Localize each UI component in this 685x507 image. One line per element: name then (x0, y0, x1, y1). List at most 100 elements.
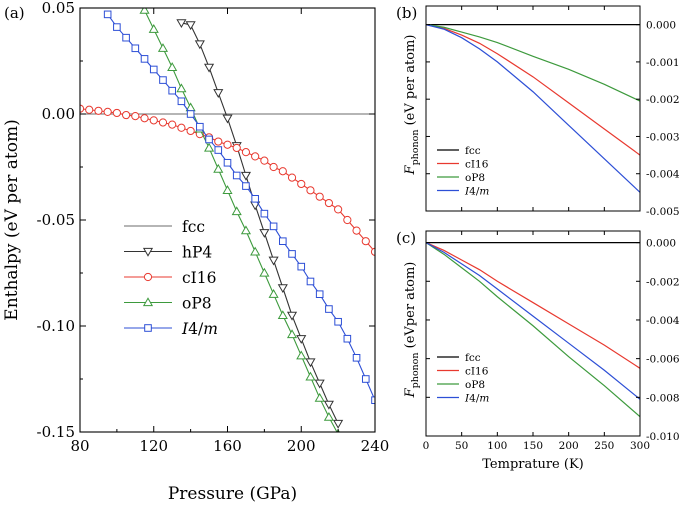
x-tick-label: 160 (213, 437, 242, 455)
point-I4m (269, 222, 278, 231)
x-axis-label: Pressure (GPa) (168, 484, 297, 504)
legend-label-cI16: cI16 (182, 269, 217, 287)
point-oP8 (176, 83, 187, 93)
panel-label: (c) (396, 229, 416, 247)
point-hP4 (259, 229, 270, 238)
y-tick-label: -0.008 (646, 392, 680, 404)
line-cI16 (425, 242, 641, 369)
point-cI16 (260, 156, 269, 165)
series-cI16-a (80, 104, 375, 256)
point-oP8 (286, 329, 298, 339)
point-cI16 (324, 198, 334, 208)
point-I4m (168, 86, 176, 95)
legend-label-cI16: cI16 (465, 366, 489, 378)
point-I4m (242, 182, 250, 190)
point-I4m (251, 195, 259, 203)
point-oP8 (305, 371, 316, 381)
y-tick-label: 0.000 (646, 238, 676, 250)
y-tick-label: -0.003 (646, 131, 680, 143)
point-I4m (306, 277, 315, 286)
series-oP8-a (139, 8, 340, 432)
point-cI16 (103, 107, 112, 116)
point-I4m (186, 110, 195, 118)
point-cI16 (278, 167, 287, 176)
point-I4m (214, 146, 223, 154)
point-I4m (159, 76, 167, 84)
point-cI16 (131, 112, 140, 121)
panel-a: (a) 80 120 160 200 240 0.05 0.00 -0.05 -0.10 -0.15… (2, 0, 389, 504)
point-I4m (334, 317, 342, 326)
point-hP4 (213, 89, 224, 99)
legend-label-I4m: I4/m (464, 393, 489, 405)
point-cI16 (140, 114, 149, 123)
panel-a-label: (a) (4, 4, 25, 22)
point-hP4 (277, 284, 288, 294)
x-axis-label: Temprature (K) (482, 457, 583, 472)
point-I4m (177, 97, 186, 106)
legend-label-oP8: oP8 (465, 172, 485, 184)
panel-a-frame (79, 7, 376, 433)
point-oP8 (167, 62, 178, 72)
point-oP8 (277, 310, 288, 320)
x-tick-label: 0 (423, 440, 430, 452)
legend-label-fcc: fcc (182, 218, 205, 236)
point-cI16 (94, 106, 103, 115)
point-oP8 (157, 43, 169, 52)
x-tick-label: 100 (487, 440, 507, 452)
legend-marker-oP8 (142, 297, 154, 307)
y-tick-label: -0.004 (646, 315, 680, 327)
point-oP8 (204, 142, 215, 152)
legend-marker-cI16 (143, 272, 153, 282)
point-oP8 (240, 225, 251, 235)
point-cI16 (361, 237, 370, 246)
line-oP8 (144, 9, 338, 432)
point-I4m (325, 305, 333, 313)
point-cI16 (214, 137, 223, 146)
point-I4m (361, 375, 370, 383)
y-tick-label: -0.10 (37, 317, 75, 335)
point-oP8 (139, 8, 150, 14)
point-hP4 (296, 335, 307, 344)
point-I4m (279, 237, 287, 245)
frame (425, 5, 641, 212)
legend-label-oP8: oP8 (465, 379, 485, 391)
y-tick-label: -0.002 (646, 276, 680, 288)
y-tick-label: -0.05 (37, 211, 75, 229)
legend-label-fcc: fcc (465, 145, 481, 157)
point-cI16 (269, 162, 278, 172)
point-cI16 (112, 108, 121, 118)
panel-c: (c) 0 50 100 150 200 250 300 0.000 -0.002 -0.004 -0… (396, 229, 680, 472)
line-oP8 (425, 24, 641, 102)
point-cI16 (287, 173, 297, 182)
point-I4m (103, 10, 112, 19)
point-oP8 (231, 206, 242, 216)
point-oP8 (259, 267, 270, 277)
point-cI16 (232, 143, 241, 153)
point-hP4 (314, 379, 325, 389)
point-I4m (223, 158, 232, 167)
y-tick-label: -0.15 (37, 423, 75, 441)
x-tick-label: 200 (559, 440, 579, 452)
point-hP4 (286, 311, 298, 321)
point-I4m (343, 334, 352, 343)
point-oP8 (314, 392, 325, 402)
y-tick-label: -0.004 (646, 169, 680, 181)
y-tick-label: -0.006 (646, 354, 680, 366)
point-cI16 (334, 205, 343, 214)
line-I4m (425, 24, 641, 193)
point-hP4 (204, 63, 215, 73)
point-cI16 (297, 179, 306, 189)
legend-label-I4m: I4/m (464, 186, 489, 198)
x-tick-label: 200 (287, 437, 316, 455)
legend-label-I4m: I4/m (181, 320, 218, 338)
point-cI16 (168, 120, 177, 129)
point-oP8 (323, 411, 334, 421)
x-tick-label: 80 (70, 437, 89, 455)
point-hP4 (176, 19, 187, 29)
point-I4m (205, 135, 213, 144)
legend-label-fcc: fcc (465, 352, 481, 364)
point-cI16 (149, 116, 158, 125)
x-tick-label: 240 (361, 437, 390, 455)
point-I4m (288, 250, 296, 258)
